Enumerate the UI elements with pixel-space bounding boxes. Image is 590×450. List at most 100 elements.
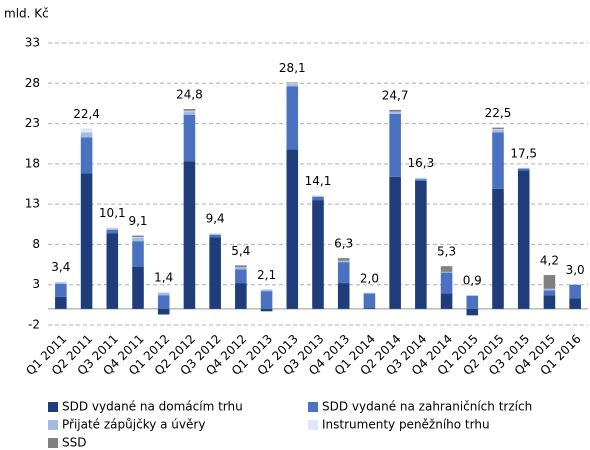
- bar-segment: [492, 127, 504, 130]
- y-tick-label: 3: [32, 277, 40, 291]
- bar-segment: [466, 295, 479, 296]
- bar-segment: [543, 288, 556, 291]
- bar-segment: [337, 260, 350, 263]
- legend-swatch: [48, 402, 58, 412]
- bar-segment: [492, 130, 504, 133]
- bar-segment: [543, 290, 556, 296]
- bar-segment: [440, 272, 453, 294]
- bar-segment: [80, 173, 93, 309]
- bar-segment: [209, 233, 221, 235]
- bar-segment: [106, 228, 119, 230]
- bar-segment: [440, 266, 453, 272]
- total-label: 5,3: [437, 245, 456, 259]
- total-label: 5,4: [231, 244, 250, 258]
- bar-segment: [363, 293, 376, 309]
- y-tick-label: 13: [25, 197, 40, 211]
- bar-segment: [183, 161, 196, 309]
- bar-segment: [260, 308, 273, 312]
- bar-segment: [415, 177, 427, 179]
- bar-segment: [132, 241, 144, 267]
- legend-swatch: [308, 420, 318, 430]
- bar-segment: [183, 110, 196, 112]
- bar-segment: [440, 271, 453, 273]
- y-tick-label: -2: [28, 318, 40, 332]
- bar-segment: [132, 235, 144, 238]
- bar-segment: [492, 129, 504, 131]
- total-label: 22,4: [73, 107, 100, 121]
- bar-segment: [415, 180, 427, 309]
- legend-label: Přijaté zápůjčky a úvěry: [62, 418, 205, 432]
- bar-segment: [80, 132, 93, 138]
- bar-segment: [235, 269, 247, 284]
- bar-segment: [337, 258, 350, 261]
- bar-segment: [286, 82, 299, 84]
- legend-swatch: [308, 402, 318, 412]
- legend-label: SDD vydané na domácím trhu: [62, 400, 243, 414]
- bar-segment: [235, 265, 247, 267]
- total-label: 16,3: [407, 156, 434, 170]
- bar-segment: [415, 178, 427, 180]
- bar-segment: [517, 167, 530, 169]
- bar-segment: [209, 233, 221, 234]
- bar-segment: [312, 196, 324, 201]
- bar-segment: [517, 170, 530, 309]
- legend-swatch: [48, 438, 58, 448]
- bar-segment: [543, 275, 556, 289]
- bar-segment: [55, 296, 67, 309]
- total-label: 24,8: [176, 88, 203, 102]
- bar-segment: [183, 109, 196, 111]
- bar-segment: [389, 109, 401, 112]
- total-label: 28,1: [279, 61, 306, 75]
- total-label: 4,2: [540, 254, 559, 268]
- y-tick-label: 18: [25, 156, 40, 170]
- y-axis-label: mld. Kč: [4, 7, 49, 21]
- legend-label: SDD vydané na zahraničních trzích: [322, 400, 532, 414]
- total-label: 0,9: [463, 274, 482, 288]
- legend-label: SSD: [62, 436, 86, 450]
- bar-segment: [235, 283, 247, 309]
- bar-segment: [337, 262, 350, 284]
- bar-segment: [157, 295, 170, 309]
- bar-segment: [286, 83, 299, 85]
- total-label: 3,4: [51, 260, 70, 274]
- y-tick-label: 28: [25, 76, 40, 90]
- y-tick-label: 8: [32, 237, 40, 251]
- bar-segment: [80, 137, 93, 174]
- bar-segment: [55, 281, 67, 283]
- bar-segment: [55, 282, 67, 284]
- bar-segment: [183, 114, 196, 162]
- bar-segment: [466, 295, 479, 309]
- bar-segment: [440, 293, 453, 309]
- bar-segment: [132, 266, 144, 309]
- bar-segment: [55, 283, 67, 297]
- bar-segment: [286, 86, 299, 150]
- total-label: 2,1: [257, 268, 276, 282]
- bar-segment: [106, 227, 119, 229]
- bar-segment: [466, 308, 479, 316]
- bar-segment: [492, 132, 504, 189]
- bar-segment: [363, 292, 376, 294]
- bar-segment: [389, 176, 401, 309]
- bar-segment: [260, 289, 273, 292]
- total-label: 22,5: [485, 106, 512, 120]
- bar-segment: [157, 291, 170, 293]
- total-label: 1,4: [154, 270, 173, 284]
- bar-segment: [312, 195, 324, 197]
- bar-segment: [106, 229, 119, 234]
- total-label: 17,5: [510, 146, 537, 160]
- bar-segment: [183, 111, 196, 115]
- total-label: 10,1: [99, 206, 126, 220]
- bar-segment: [389, 113, 401, 177]
- legend-swatch: [48, 420, 58, 430]
- legend-label: Instrumenty peněžního trhu: [322, 418, 490, 432]
- bar-segment: [106, 233, 119, 309]
- bar-segment: [157, 308, 170, 315]
- bar-segment: [80, 128, 93, 133]
- bar-segment: [492, 188, 504, 309]
- y-tick-label: 23: [25, 116, 40, 130]
- bar-segment: [312, 196, 324, 197]
- bar-segment: [235, 266, 247, 270]
- bar-segment: [312, 200, 324, 309]
- bar-segment: [132, 237, 144, 242]
